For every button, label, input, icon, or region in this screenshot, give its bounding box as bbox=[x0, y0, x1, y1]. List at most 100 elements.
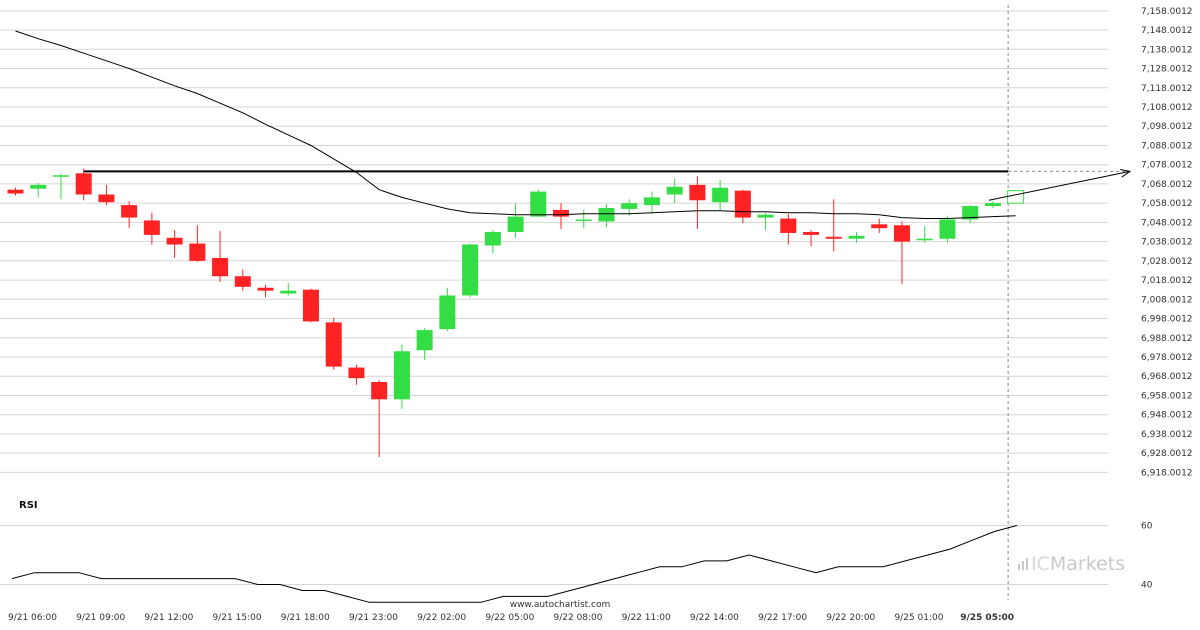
candle-body bbox=[643, 197, 660, 206]
bullish-candle bbox=[30, 182, 47, 198]
bullish-candle bbox=[984, 201, 1001, 208]
bearish-candle bbox=[98, 184, 115, 206]
candle-body bbox=[825, 236, 842, 239]
candle-body bbox=[553, 209, 570, 217]
rsi-gridlines bbox=[0, 524, 1108, 586]
bullish-candle bbox=[712, 180, 729, 210]
bullish-candle bbox=[507, 203, 524, 238]
candle-body bbox=[780, 218, 797, 233]
website-watermark: www.autochartist.com bbox=[510, 600, 611, 610]
time-tick-label: 9/22 02:00 bbox=[417, 613, 466, 623]
candle-body bbox=[712, 187, 729, 203]
time-tick-label: 9/21 09:00 bbox=[76, 613, 125, 623]
candle-body bbox=[371, 382, 388, 400]
candle-body bbox=[325, 322, 342, 367]
bullish-candle bbox=[666, 179, 683, 204]
bearish-candle bbox=[257, 284, 274, 298]
bullish-candle bbox=[530, 189, 547, 217]
bullish-candle bbox=[416, 328, 433, 360]
bullish-candle bbox=[962, 205, 979, 224]
candle-body bbox=[575, 219, 592, 221]
brand-suffix: Markets bbox=[1050, 553, 1125, 575]
price-axis: 7,158.0012 7,148.0012 7,138.0012 7,128.0012… bbox=[1141, 7, 1193, 479]
time-tick-label: 9/21 15:00 bbox=[213, 613, 262, 623]
bullish-candle bbox=[916, 226, 933, 243]
candle-body bbox=[280, 290, 297, 294]
bearish-candle bbox=[121, 201, 138, 229]
price-gridlines bbox=[0, 10, 1108, 473]
bullish-candle bbox=[52, 173, 69, 200]
bearish-candle bbox=[189, 225, 206, 262]
projection-line bbox=[988, 170, 1131, 201]
candle-body bbox=[962, 206, 979, 220]
bearish-candle bbox=[553, 203, 570, 230]
time-tick-label: 9/22 05:00 bbox=[485, 613, 534, 623]
candle-body bbox=[871, 224, 888, 229]
candle-body bbox=[848, 235, 865, 239]
candle-body bbox=[166, 237, 183, 245]
price-tick-label: 7,158.0012 bbox=[1141, 7, 1193, 17]
candle-body bbox=[75, 173, 92, 195]
price-tick-label: 6,928.0012 bbox=[1141, 449, 1193, 459]
candle-body bbox=[462, 244, 479, 296]
bearish-candle bbox=[348, 364, 365, 385]
candle-body bbox=[439, 295, 456, 330]
candle-body bbox=[416, 330, 433, 351]
price-tick-label: 7,008.0012 bbox=[1141, 295, 1193, 305]
bars-icon bbox=[1018, 558, 1028, 570]
time-tick-label: 9/21 18:00 bbox=[281, 613, 330, 623]
candle-body bbox=[757, 214, 774, 218]
candle-body bbox=[212, 257, 229, 277]
bearish-candle bbox=[325, 317, 342, 370]
price-tick-label: 6,948.0012 bbox=[1141, 411, 1193, 421]
bullish-candle bbox=[484, 230, 501, 254]
candle-body bbox=[598, 207, 615, 222]
price-tick-label: 6,918.0012 bbox=[1141, 468, 1193, 478]
bearish-candle bbox=[825, 199, 842, 252]
candle-body bbox=[98, 194, 115, 203]
time-tick-label: 9/22 14:00 bbox=[690, 613, 739, 623]
candle-body bbox=[143, 220, 160, 235]
price-tick-label: 7,148.0012 bbox=[1141, 26, 1193, 36]
rsi-tick-label: 60 bbox=[1141, 521, 1153, 531]
candlesticks bbox=[7, 168, 1001, 457]
price-tick-label: 7,058.0012 bbox=[1141, 199, 1193, 209]
bearish-candle bbox=[371, 380, 388, 457]
candle-body bbox=[234, 276, 251, 287]
candle-body bbox=[302, 289, 319, 322]
time-tick-label: 9/22 08:00 bbox=[554, 613, 603, 623]
time-tick-label: 9/22 20:00 bbox=[826, 613, 875, 623]
brand-logo: ICMarkets bbox=[1018, 553, 1125, 575]
time-tick-label: 9/22 17:00 bbox=[758, 613, 807, 623]
time-tick-label: 9/25 05:00 bbox=[960, 613, 1014, 623]
bullish-candle bbox=[621, 199, 638, 216]
time-tick-label: 9/25 01:00 bbox=[894, 613, 943, 623]
candle-body bbox=[189, 243, 206, 261]
bearish-candle bbox=[75, 168, 92, 201]
candle-body bbox=[893, 225, 910, 242]
candle-body bbox=[939, 219, 956, 239]
bearish-candle bbox=[302, 288, 319, 323]
time-tick-label: 9/21 12:00 bbox=[144, 613, 193, 623]
candle-body bbox=[621, 203, 638, 209]
candle-body bbox=[7, 189, 24, 194]
bearish-candle bbox=[143, 212, 160, 245]
bearish-candle bbox=[871, 218, 888, 233]
candle-body bbox=[666, 186, 683, 195]
price-tick-label: 7,078.0012 bbox=[1141, 161, 1193, 171]
bearish-candle bbox=[212, 231, 229, 282]
bearish-candle bbox=[689, 176, 706, 230]
moving-average-line bbox=[15, 30, 1016, 219]
bearish-candle bbox=[734, 189, 751, 224]
bullish-candle bbox=[280, 282, 297, 296]
bullish-candle bbox=[598, 204, 615, 228]
bearish-candle bbox=[234, 269, 251, 291]
candle-body bbox=[734, 190, 751, 218]
candle-body bbox=[348, 367, 365, 379]
time-tick-label: 9/22 11:00 bbox=[622, 613, 671, 623]
bullish-candle bbox=[439, 287, 456, 332]
rsi-label: RSI bbox=[19, 500, 38, 511]
rsi-tick-label: 40 bbox=[1141, 581, 1153, 591]
price-tick-label: 7,118.0012 bbox=[1141, 84, 1193, 94]
